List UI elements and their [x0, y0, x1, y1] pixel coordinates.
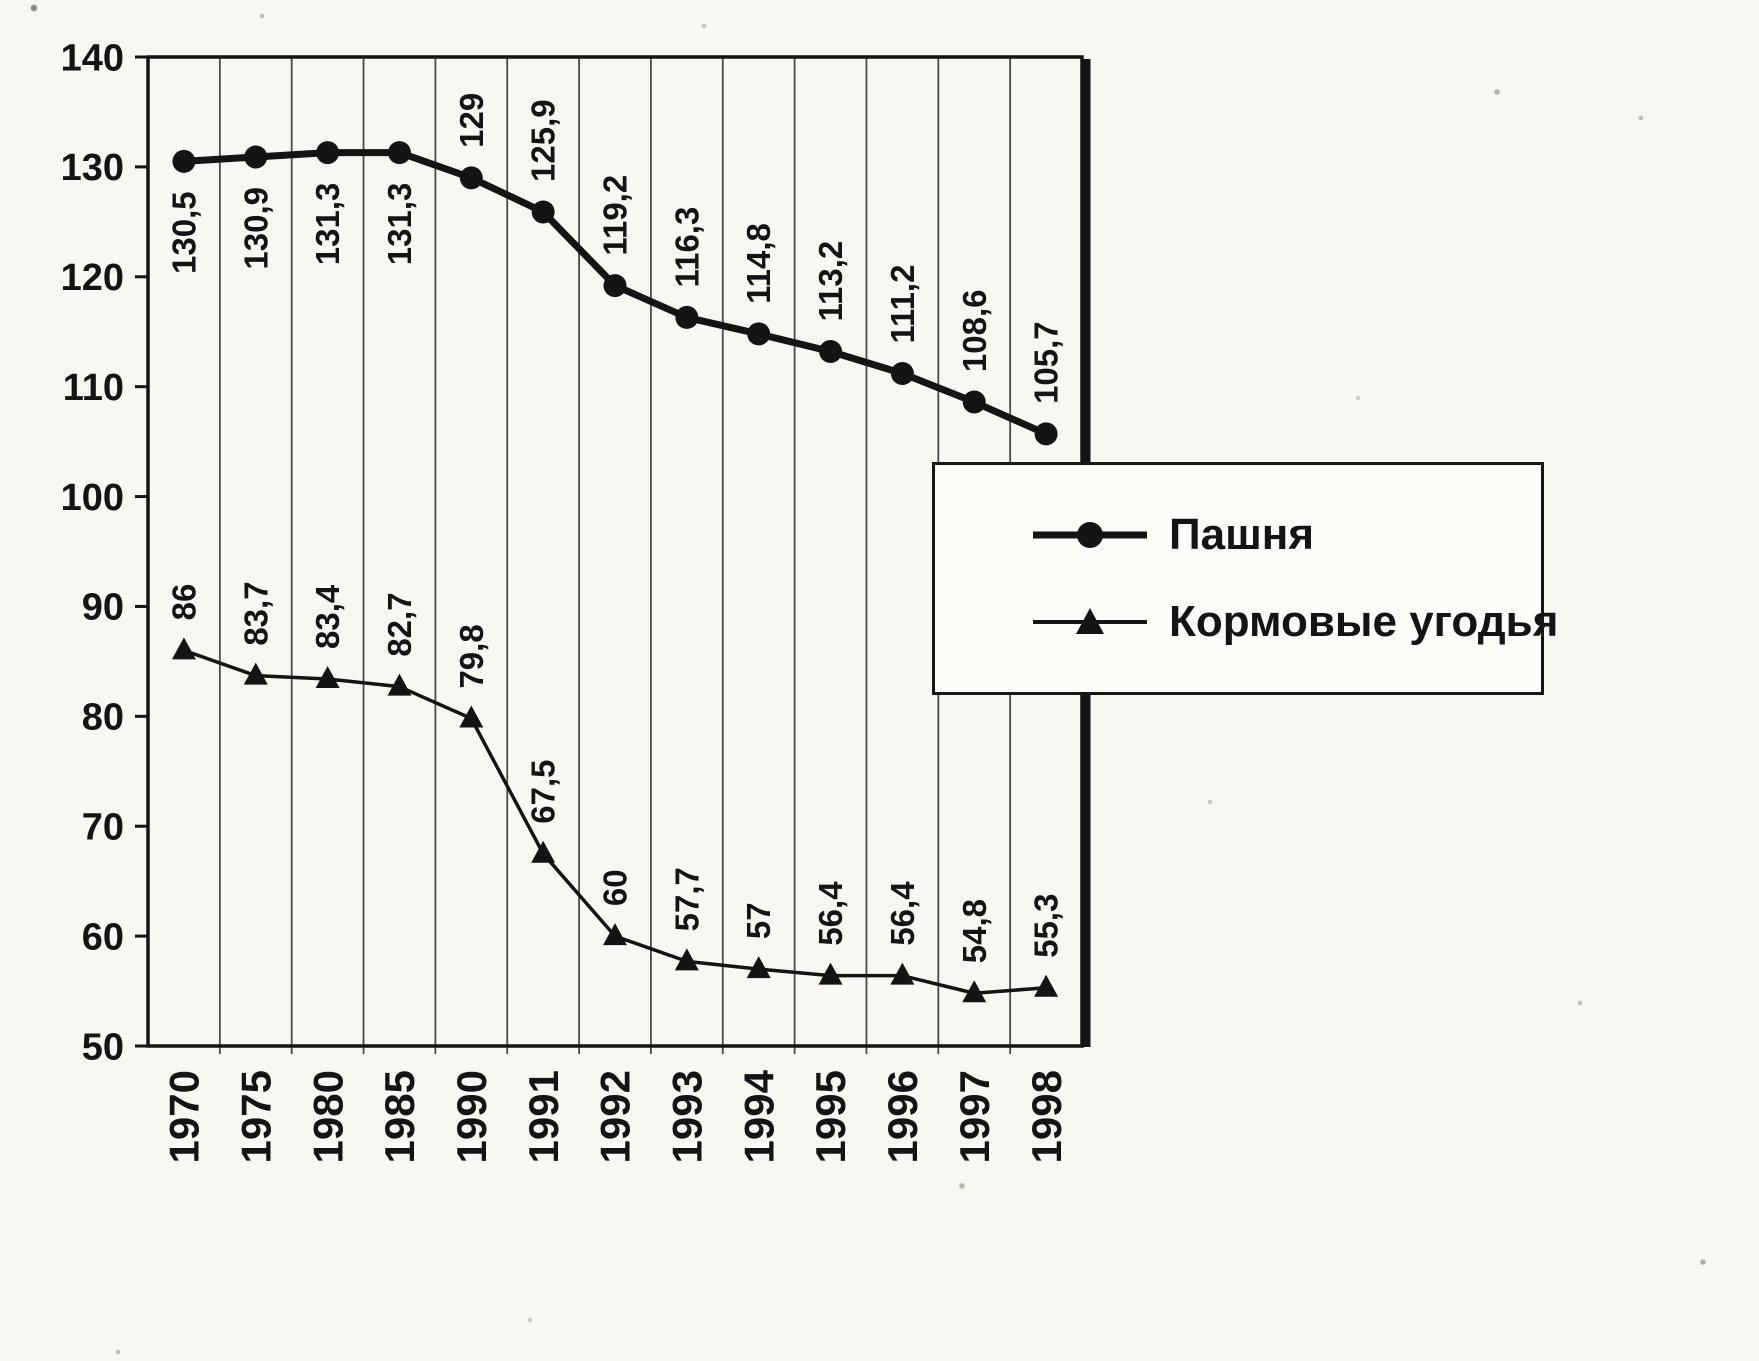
series-2-point-marker [387, 673, 412, 696]
x-axis-label: 1993 [664, 1070, 711, 1163]
series-1-legend-marker-icon [1031, 515, 1149, 555]
x-axis-label: 1997 [951, 1070, 998, 1163]
data-label: 113,2 [812, 241, 849, 322]
data-label: 54,8 [956, 899, 993, 963]
x-axis-label: 1980 [304, 1070, 351, 1163]
y-axis-tick-label: 120 [61, 257, 124, 299]
x-axis-label: 1970 [161, 1070, 208, 1163]
series-2-point-marker [674, 948, 699, 971]
series-1-point-marker [244, 145, 268, 169]
series-2-point-marker [746, 956, 771, 979]
data-label: 67,5 [525, 759, 562, 823]
series-2-point-marker [531, 840, 556, 863]
data-label: 79,8 [453, 624, 490, 688]
data-label: 57,7 [668, 867, 705, 931]
y-axis-tick-label: 70 [82, 807, 124, 849]
data-label: 83,7 [237, 581, 274, 645]
y-axis-tick-label: 140 [61, 37, 124, 79]
series-2-point-marker [243, 662, 268, 685]
data-label: 131,3 [381, 183, 418, 266]
data-label: 82,7 [381, 592, 418, 656]
legend-item-pashnya: Пашня [1031, 510, 1531, 560]
data-label: 86 [165, 584, 202, 621]
series-1-point-marker [459, 166, 483, 190]
x-axis-label: 1985 [376, 1070, 423, 1163]
series-2-point-marker [818, 962, 843, 985]
y-axis-tick-label: 60 [82, 916, 124, 958]
series-1-point-marker [890, 361, 914, 385]
data-label: 119,2 [597, 175, 634, 256]
legend-label-kormovye-ugodya: Кормовые угодья [1169, 597, 1559, 646]
series-2-point-marker [1034, 974, 1059, 997]
data-label: 114,8 [740, 223, 777, 304]
series-2-point-marker [171, 637, 196, 660]
y-axis-tick-label: 110 [63, 367, 124, 409]
data-label: 129 [453, 93, 490, 148]
y-axis-tick-label: 100 [61, 477, 124, 519]
series-2-point-marker [890, 962, 915, 985]
series-2-point-marker [459, 705, 484, 728]
series-1-point-marker [603, 274, 627, 298]
series-1-point-marker [962, 390, 986, 414]
data-label: 105,7 [1028, 321, 1065, 404]
legend: Пашня Кормовые угодья [932, 462, 1558, 695]
x-axis-label: 1998 [1023, 1070, 1070, 1163]
series-2-point-marker [962, 980, 987, 1003]
series-1-point-marker [747, 322, 771, 346]
data-label: 116,3 [668, 207, 705, 288]
x-axis-label: 1975 [232, 1070, 279, 1163]
series-1-point-marker [316, 141, 340, 165]
y-axis-tick-label: 80 [82, 697, 124, 739]
series-2-point-marker [315, 665, 340, 688]
x-axis-label: 1991 [520, 1070, 567, 1163]
data-label: 57 [740, 902, 777, 939]
x-axis-label: 1995 [807, 1070, 854, 1163]
data-label: 56,4 [884, 881, 921, 946]
y-axis-tick-label: 90 [82, 587, 124, 629]
x-axis-label: 1996 [879, 1070, 926, 1163]
data-label: 56,4 [812, 881, 849, 946]
data-label: 55,3 [1028, 894, 1065, 958]
x-axis-label: 1992 [592, 1070, 639, 1163]
legend-item-kormovye-ugodya: Кормовые угодья [1031, 597, 1558, 647]
series-1-point-marker [819, 340, 843, 364]
data-label: 125,9 [525, 99, 562, 182]
series-1-point-marker [675, 305, 699, 329]
data-label: 130,5 [165, 191, 202, 274]
series-1-point-marker [172, 149, 196, 173]
data-label: 60 [597, 869, 634, 906]
x-axis-label: 1990 [448, 1070, 495, 1163]
data-label: 111,2 [884, 265, 921, 344]
data-label: 108,6 [956, 289, 993, 372]
series-2-point-marker [603, 923, 627, 946]
series-1-point-marker [531, 200, 555, 224]
data-label: 131,3 [309, 183, 346, 266]
series-1-point-marker [387, 141, 411, 165]
y-axis-tick-label: 50 [82, 1026, 124, 1068]
series-2-legend-marker-icon [1031, 602, 1149, 642]
data-label: 83,4 [309, 584, 346, 649]
x-axis-label: 1994 [735, 1069, 782, 1163]
data-label: 130,9 [237, 187, 274, 270]
series-1-point-marker [1034, 422, 1058, 446]
legend-label-pashnya: Пашня [1169, 510, 1315, 559]
y-axis-tick-label: 130 [61, 147, 124, 189]
